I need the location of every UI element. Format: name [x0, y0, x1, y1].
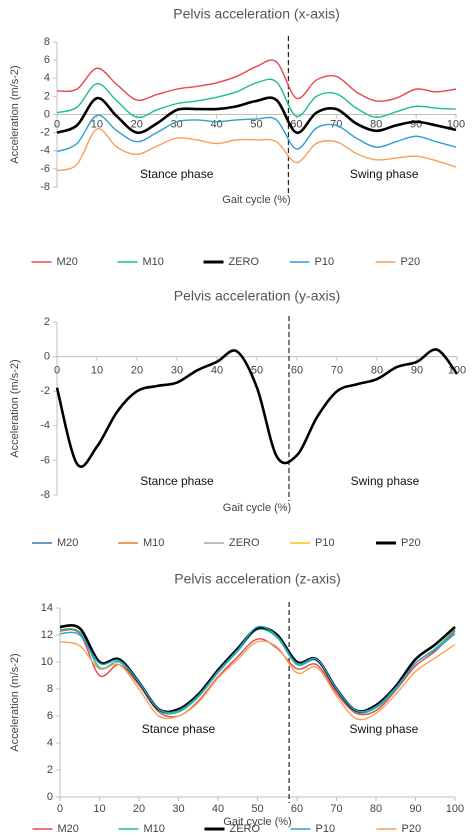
x-tick-label: 60 [290, 118, 302, 130]
y-tick-label: -6 [40, 454, 50, 466]
x-tick-label: 100 [446, 803, 464, 815]
y-tick-label: -6 [40, 163, 50, 175]
x-tick-label: 0 [54, 365, 60, 377]
y-tick-label: -8 [40, 181, 50, 193]
y-tick-label: 12 [41, 629, 53, 641]
legend-label: P20 [401, 256, 421, 268]
x-tick-label: 40 [211, 365, 223, 377]
y-tick-label: 0 [44, 351, 50, 363]
y-axis-title: Acceleration (m/s-2) [9, 359, 21, 457]
y-tick-label: 4 [47, 737, 53, 749]
legend-label: P10 [316, 823, 336, 835]
y-tick-label: 8 [47, 683, 53, 695]
series-line [56, 59, 457, 102]
x-tick-label: 10 [91, 365, 103, 377]
chart-title: Pelvis acceleration (z-axis) [174, 571, 341, 587]
x-tick-label: 70 [331, 365, 343, 377]
y-tick-label: 6 [44, 54, 50, 66]
y-axis-title: Acceleration (m/s-2) [9, 65, 21, 163]
x-tick-label: 20 [133, 803, 145, 815]
legend-label: M20 [57, 256, 78, 268]
x-tick-label: 40 [212, 803, 224, 815]
x-tick-label: 50 [251, 803, 263, 815]
x-tick-label: 50 [250, 118, 262, 130]
x-tick-label: 100 [447, 118, 465, 130]
series-line [59, 628, 456, 718]
series-line [59, 624, 456, 714]
legend-label: M10 [144, 823, 165, 835]
y-tick-label: 0 [44, 108, 50, 120]
x-tick-label: 70 [330, 803, 342, 815]
x-tick-label: 80 [370, 803, 382, 815]
series-line [56, 128, 457, 172]
chart-title: Pelvis acceleration (x-axis) [173, 6, 340, 22]
y-axis-title: Acceleration (m/s-2) [9, 653, 21, 751]
legend-label: M20 [58, 823, 79, 835]
x-tick-label: 30 [171, 365, 183, 377]
x-tick-label: 80 [371, 365, 383, 377]
x-tick-label: 0 [57, 803, 63, 815]
x-tick-label: 10 [91, 118, 103, 130]
legend-label: P20 [402, 823, 422, 835]
y-tick-label: 6 [47, 710, 53, 722]
x-tick-label: 60 [291, 803, 303, 815]
x-tick-label: 20 [131, 118, 143, 130]
phase-label: Stance phase [142, 722, 216, 736]
legend-label: M10 [143, 537, 164, 549]
x-tick-label: 40 [210, 118, 222, 130]
legend-label: P10 [315, 256, 335, 268]
legend-label: M20 [57, 537, 78, 549]
x-tick-label: 30 [172, 803, 184, 815]
series-line [56, 78, 457, 119]
x-tick-label: 60 [291, 365, 303, 377]
phase-label: Swing phase [350, 167, 419, 181]
y-tick-label: 10 [41, 656, 53, 668]
series-line [56, 96, 457, 135]
y-tick-label: -4 [40, 145, 50, 157]
y-tick-label: 4 [44, 72, 50, 84]
x-tick-label: 70 [330, 118, 342, 130]
y-tick-label: -2 [40, 385, 50, 397]
y-tick-label: -4 [40, 420, 50, 432]
x-tick-label: 20 [131, 365, 143, 377]
y-tick-label: 14 [41, 602, 53, 614]
legend-label: M10 [143, 256, 164, 268]
series-line [59, 640, 456, 721]
x-tick-label: 90 [411, 365, 423, 377]
x-axis-title: Gait cycle (%) [223, 502, 291, 514]
legend-label: ZERO [229, 256, 260, 268]
x-tick-label: 50 [251, 365, 263, 377]
x-tick-label: 90 [409, 803, 421, 815]
series-line [55, 348, 459, 468]
legend-label: ZERO [229, 537, 260, 549]
x-tick-label: 90 [410, 118, 422, 130]
x-tick-label: 10 [93, 803, 105, 815]
y-tick-label: 2 [44, 90, 50, 102]
legend-label: ZERO [230, 823, 261, 835]
y-tick-label: 2 [44, 316, 50, 328]
phase-label: Stance phase [140, 474, 214, 488]
phase-label: Stance phase [140, 167, 214, 181]
chart-title: Pelvis acceleration (y-axis) [174, 288, 341, 304]
legend-label: P20 [401, 537, 421, 549]
x-axis-title: Gait cycle (%) [223, 816, 291, 828]
y-tick-label: -8 [40, 489, 50, 501]
phase-label: Swing phase [351, 474, 420, 488]
y-tick-label: 2 [47, 764, 53, 776]
x-axis-title: Gait cycle (%) [222, 194, 290, 206]
y-tick-label: 8 [44, 36, 50, 48]
series-line [59, 625, 456, 714]
legend-label: P10 [315, 537, 335, 549]
phase-label: Swing phase [350, 722, 419, 736]
series-line [56, 114, 457, 153]
x-tick-label: 80 [370, 118, 382, 130]
y-tick-label: -2 [40, 127, 50, 139]
y-tick-label: 0 [47, 791, 53, 803]
x-tick-label: 0 [54, 118, 60, 130]
